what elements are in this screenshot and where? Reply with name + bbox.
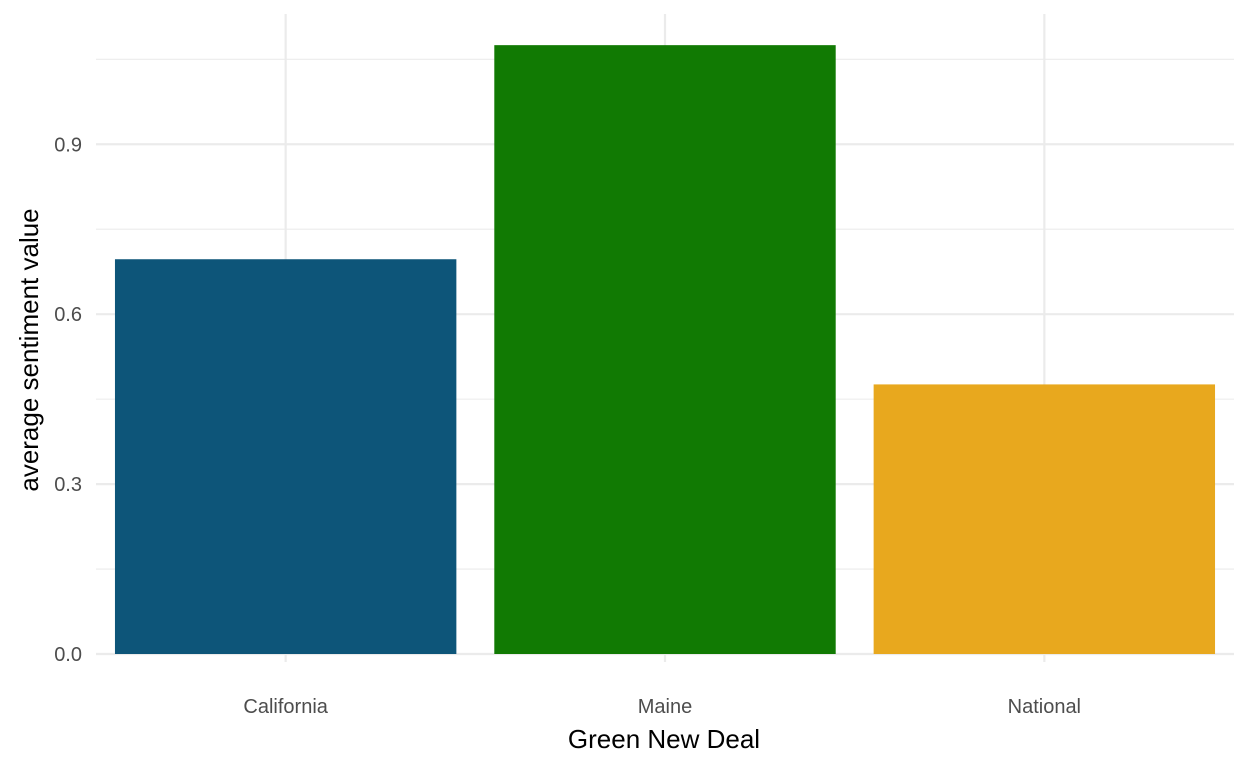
bars: [114, 45, 1216, 654]
y-tick-label: 0.3: [54, 474, 82, 496]
y-axis-title: average sentiment value: [14, 208, 44, 491]
bar-national: [873, 384, 1216, 654]
y-tick-label: 0.6: [54, 304, 82, 326]
y-tick-label: 0.9: [54, 134, 82, 156]
bar-maine: [494, 45, 836, 654]
y-tick-label: 0.0: [54, 644, 82, 666]
x-tick-label: California: [243, 696, 328, 718]
bar-california: [114, 259, 457, 654]
x-axis-title: Green New Deal: [568, 724, 760, 754]
x-axis-ticks: California Maine National: [243, 696, 1081, 718]
y-axis-ticks: 0.0 0.3 0.6 0.9: [54, 134, 82, 666]
x-tick-label: National: [1008, 696, 1081, 718]
x-tick-label: Maine: [638, 696, 692, 718]
